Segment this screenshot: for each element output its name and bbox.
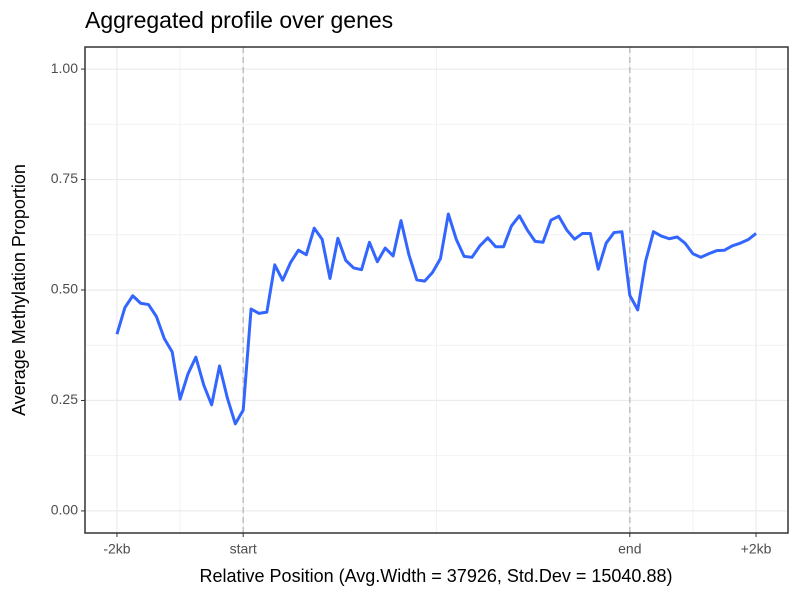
- y-tick-label: 0.50: [51, 281, 78, 297]
- y-tick-label: 0.75: [51, 170, 78, 186]
- y-tick-label: 0.00: [51, 502, 78, 518]
- x-tick-label: end: [618, 541, 641, 557]
- x-tick-label: +2kb: [741, 541, 772, 557]
- chart-title: Aggregated profile over genes: [85, 7, 393, 33]
- y-axis-label: Average Methylation Proportion: [9, 164, 29, 416]
- y-tick-label: 1.00: [51, 60, 78, 76]
- x-axis-label: Relative Position (Avg.Width = 37926, St…: [200, 566, 673, 586]
- y-tick-label: 0.25: [51, 391, 78, 407]
- plot-border: [84, 46, 789, 534]
- data-line: [115, 212, 757, 426]
- x-tick-label: start: [230, 541, 257, 557]
- x-tick-label: -2kb: [103, 541, 130, 557]
